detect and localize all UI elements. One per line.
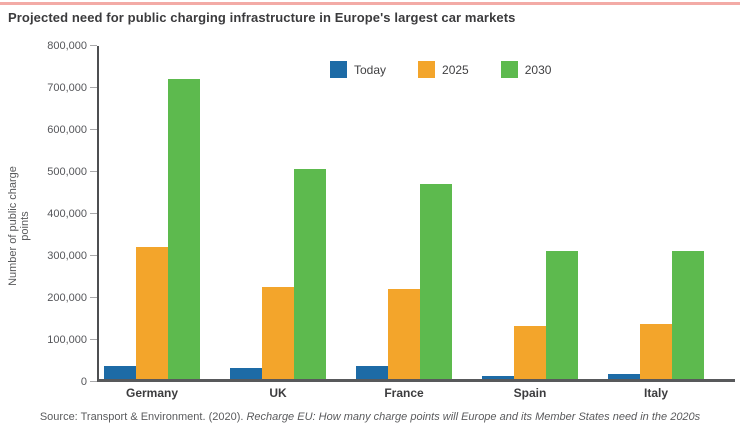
y-tick-mark [90,381,97,382]
bar-2025-italy [640,324,672,379]
y-tick-label: 300,000 [47,250,87,262]
y-tick-label: 700,000 [47,82,87,94]
y-tick-mark [90,255,97,256]
plot-area: 0 100,000 200,000 300,000 400,000 500,000 600,… [47,40,735,400]
legend-item-today: Today [330,61,386,78]
bar-group-spain: Spain [482,46,578,400]
bar-2030-italy [672,251,704,379]
bar-today-italy [608,374,640,379]
y-tick-mark [90,297,97,298]
top-accent-line [0,2,740,5]
y-tick-mark [90,171,97,172]
bar-group-uk: UK [230,46,326,400]
bar-group-italy: Italy [608,46,704,400]
bar-2030-spain [546,251,578,379]
y-tick-mark [90,129,97,130]
bar-today-germany [104,366,136,379]
y-axis-title: Number of public charge points [7,166,31,286]
bar-2030-france [420,184,452,379]
bar-group-france: France [356,46,452,400]
x-axis-label-italy: Italy [643,386,668,400]
y-tick-label: 400,000 [47,208,87,220]
chart-title: Projected need for public charging infra… [8,10,516,25]
y-tick-mark [90,87,97,88]
legend-swatch-today [330,61,347,78]
y-tick-label: 500,000 [47,166,87,178]
y-tick-label: 100,000 [47,334,87,346]
bar-2030-germany [168,79,200,379]
legend-label-2030: 2030 [524,62,552,77]
y-tick-label: 600,000 [47,124,87,136]
legend-item-2030: 2030 [500,61,552,78]
bar-2025-spain [514,326,546,379]
legend-swatch-2030 [500,61,518,78]
y-tick-label: 0 [80,376,87,388]
bar-today-france [356,366,388,379]
legend: Today 2025 2030 [330,61,551,78]
bar-2025-germany [136,247,168,379]
y-tick-mark [90,213,97,214]
bar-group-germany: Germany [104,46,200,400]
y-tick-mark [90,45,97,46]
y-tick-label: 800,000 [47,40,87,52]
bar-2025-france [388,289,420,379]
x-axis-label-uk: UK [269,386,287,400]
legend-swatch-2025 [418,61,436,78]
legend-label-today: Today [354,62,387,77]
y-tick-mark [90,339,97,340]
bar-2030-uk [294,169,326,379]
y-tick-label: 200,000 [47,292,87,304]
source-note: Source: Transport & Environment. (2020).… [0,411,740,423]
legend-item-2025: 2025 [418,61,469,78]
bar-today-spain [482,376,514,379]
bar-2025-uk [262,287,294,379]
x-axis-label-germany: Germany [125,386,179,400]
bar-today-uk [230,368,262,379]
source-text: Source: Transport & Environment. (2020). [39,411,247,423]
source-report-title: Recharge EU: How many charge points will… [246,411,701,423]
x-axis-label-spain: Spain [513,386,547,400]
legend-label-2025: 2025 [442,62,469,77]
x-axis-label-france: France [384,386,424,400]
